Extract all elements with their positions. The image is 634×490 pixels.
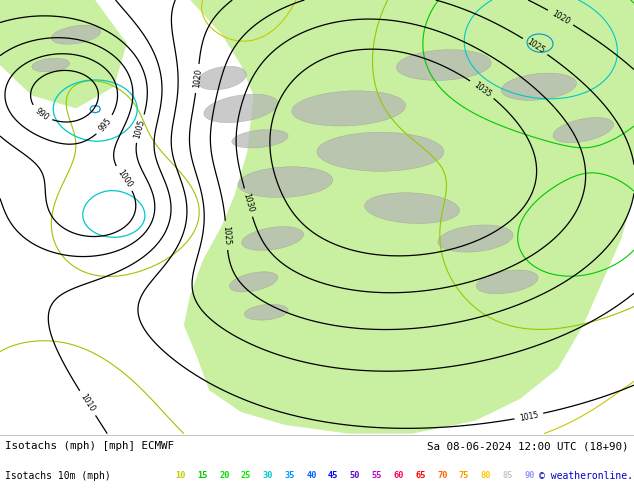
Text: 85: 85 bbox=[502, 471, 513, 480]
Ellipse shape bbox=[244, 304, 288, 320]
Text: 990: 990 bbox=[33, 106, 50, 122]
Ellipse shape bbox=[232, 129, 288, 148]
Text: © weatheronline.co.uk: © weatheronline.co.uk bbox=[539, 471, 634, 481]
Polygon shape bbox=[184, 0, 634, 434]
Text: 55: 55 bbox=[372, 471, 382, 480]
Text: 995: 995 bbox=[97, 117, 113, 134]
Text: 40: 40 bbox=[306, 471, 317, 480]
Text: Sa 08-06-2024 12:00 UTC (18+90): Sa 08-06-2024 12:00 UTC (18+90) bbox=[427, 441, 629, 451]
Text: 65: 65 bbox=[415, 471, 425, 480]
Text: 1010: 1010 bbox=[79, 392, 96, 414]
Polygon shape bbox=[0, 0, 127, 108]
Text: 1015: 1015 bbox=[519, 410, 539, 422]
Ellipse shape bbox=[438, 225, 513, 252]
Ellipse shape bbox=[230, 272, 278, 292]
Text: 80: 80 bbox=[481, 471, 491, 480]
Text: 75: 75 bbox=[459, 471, 469, 480]
Text: Isotachs (mph) [mph] ECMWF: Isotachs (mph) [mph] ECMWF bbox=[5, 441, 174, 451]
Text: 1030: 1030 bbox=[242, 192, 256, 213]
Ellipse shape bbox=[501, 73, 576, 100]
Ellipse shape bbox=[476, 270, 538, 294]
Ellipse shape bbox=[238, 167, 333, 197]
Text: 1000: 1000 bbox=[115, 168, 133, 189]
Text: 10: 10 bbox=[176, 471, 186, 480]
Ellipse shape bbox=[32, 58, 70, 72]
Ellipse shape bbox=[51, 25, 101, 44]
Text: 45: 45 bbox=[328, 471, 339, 480]
Ellipse shape bbox=[242, 227, 304, 250]
Polygon shape bbox=[539, 0, 634, 130]
Text: 90: 90 bbox=[524, 471, 534, 480]
Ellipse shape bbox=[292, 91, 406, 126]
Text: 25: 25 bbox=[241, 471, 251, 480]
Ellipse shape bbox=[317, 132, 444, 172]
Text: 1025: 1025 bbox=[525, 37, 546, 55]
Text: 60: 60 bbox=[393, 471, 404, 480]
Text: 15: 15 bbox=[197, 471, 208, 480]
Text: 1035: 1035 bbox=[472, 80, 493, 99]
Text: 30: 30 bbox=[262, 471, 273, 480]
Text: 20: 20 bbox=[219, 471, 230, 480]
Ellipse shape bbox=[365, 193, 460, 223]
Text: 1025: 1025 bbox=[221, 225, 231, 245]
Text: 50: 50 bbox=[350, 471, 360, 480]
Ellipse shape bbox=[396, 49, 491, 80]
Text: 1020: 1020 bbox=[550, 9, 571, 26]
Text: 1020: 1020 bbox=[192, 69, 203, 89]
Ellipse shape bbox=[197, 66, 247, 90]
Text: 70: 70 bbox=[437, 471, 448, 480]
Ellipse shape bbox=[204, 94, 278, 122]
Text: 1005: 1005 bbox=[133, 118, 147, 139]
Ellipse shape bbox=[553, 118, 614, 143]
Text: Isotachs 10m (mph): Isotachs 10m (mph) bbox=[5, 471, 111, 481]
Text: 35: 35 bbox=[285, 471, 295, 480]
